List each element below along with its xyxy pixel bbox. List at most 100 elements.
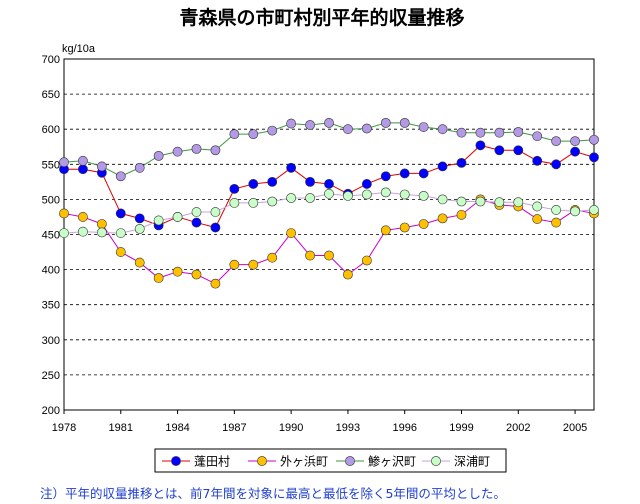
x-tick-label: 1978 xyxy=(52,422,76,434)
data-point xyxy=(210,145,221,156)
data-point xyxy=(494,197,505,208)
y-tick-label: 550 xyxy=(42,159,60,171)
data-point xyxy=(532,131,543,142)
data-point xyxy=(475,140,486,151)
data-point xyxy=(361,179,372,189)
data-point xyxy=(59,157,69,168)
data-point xyxy=(551,205,562,215)
x-tick-label: 1996 xyxy=(392,422,416,434)
legend-marker xyxy=(257,456,267,466)
data-point xyxy=(172,266,183,277)
data-point xyxy=(96,227,107,238)
x-axis: 1978 1981 1984 1987 1990 1993 1996 1999 2002 2005 xyxy=(52,410,587,434)
data-point xyxy=(589,205,599,215)
data-point xyxy=(418,122,429,132)
data-point xyxy=(551,217,562,228)
data-point xyxy=(229,259,240,270)
data-point xyxy=(418,168,429,179)
data-point xyxy=(134,213,145,224)
data-point xyxy=(570,136,580,147)
grid xyxy=(64,93,594,376)
y-tick-label: 500 xyxy=(42,194,60,206)
data-point xyxy=(399,222,410,233)
data-point xyxy=(59,208,69,219)
data-point xyxy=(191,269,202,280)
data-point xyxy=(78,226,88,237)
legend: 蓬田村 外ヶ浜町 鯵ヶ沢町 深浦町 xyxy=(154,448,507,473)
data-point xyxy=(248,129,259,140)
data-point xyxy=(551,136,562,147)
data-point xyxy=(191,207,202,217)
y-tick-label: 700 xyxy=(42,54,60,66)
data-point xyxy=(115,208,126,219)
series-4 xyxy=(59,187,599,238)
data-point xyxy=(305,250,315,261)
data-point xyxy=(324,179,334,189)
x-tick-label: 1981 xyxy=(109,422,133,434)
data-point xyxy=(380,225,391,236)
legend-label: 蓬田村 xyxy=(194,455,230,469)
data-point xyxy=(589,152,599,163)
series-line xyxy=(63,198,595,285)
y-tick-label: 450 xyxy=(42,230,60,242)
data-point xyxy=(305,193,315,203)
data-point xyxy=(456,196,467,207)
data-point xyxy=(532,214,543,224)
data-point xyxy=(115,228,126,238)
data-point xyxy=(191,217,202,228)
data-point xyxy=(437,124,448,135)
data-point xyxy=(248,259,259,270)
data-point xyxy=(399,168,410,179)
x-tick-label: 2005 xyxy=(563,422,587,434)
data-point xyxy=(570,206,580,217)
data-point xyxy=(494,127,505,138)
legend-label: 深浦町 xyxy=(454,455,490,469)
data-point xyxy=(532,155,543,166)
data-point xyxy=(267,125,278,136)
data-point xyxy=(513,197,524,208)
data-point xyxy=(134,223,145,234)
data-point xyxy=(456,209,467,220)
data-point xyxy=(78,212,88,222)
data-point xyxy=(191,143,202,154)
data-point xyxy=(210,222,221,233)
data-point xyxy=(343,269,353,280)
data-point xyxy=(494,145,505,156)
series-3 xyxy=(59,117,599,182)
data-point xyxy=(248,198,259,208)
legend-label: 鯵ヶ沢町 xyxy=(368,455,416,469)
data-point xyxy=(343,124,353,135)
y-tick-label: 650 xyxy=(42,89,60,101)
data-point xyxy=(324,250,334,261)
data-point xyxy=(324,117,334,128)
data-point xyxy=(361,123,372,134)
data-point xyxy=(456,127,467,138)
data-point xyxy=(475,196,486,207)
data-point xyxy=(418,190,429,201)
data-point xyxy=(78,155,88,166)
data-point xyxy=(134,257,145,268)
data-point xyxy=(96,161,107,172)
data-point xyxy=(551,159,562,170)
data-point xyxy=(305,176,315,187)
data-point xyxy=(172,212,183,222)
data-point xyxy=(59,228,69,238)
legend-box xyxy=(154,448,507,473)
legend-label: 外ヶ浜町 xyxy=(280,455,328,469)
series-1 xyxy=(59,140,599,233)
data-point xyxy=(399,189,410,200)
data-point xyxy=(267,176,278,187)
data-point xyxy=(324,188,334,199)
data-point xyxy=(286,118,297,129)
data-point xyxy=(305,120,315,130)
data-point xyxy=(134,162,145,173)
x-tick-label: 1990 xyxy=(279,422,303,434)
y-tick-label: 250 xyxy=(42,370,60,382)
y-tick-label: 200 xyxy=(42,405,60,417)
x-tick-label: 1984 xyxy=(165,422,189,434)
y-axis: 200 250 300 350 400 450 500 550 600 650 700 xyxy=(42,54,60,417)
data-point xyxy=(229,183,240,194)
x-tick-label: 1999 xyxy=(449,422,473,434)
data-point xyxy=(437,213,448,224)
